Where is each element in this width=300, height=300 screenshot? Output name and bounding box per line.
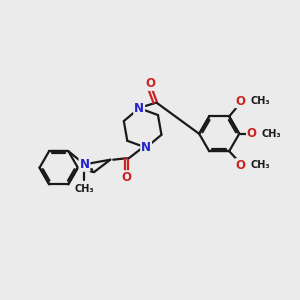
Text: O: O [122, 171, 131, 184]
Text: CH₃: CH₃ [251, 96, 270, 106]
Text: O: O [247, 127, 256, 140]
Text: CH₃: CH₃ [262, 129, 281, 139]
Text: N: N [141, 141, 151, 154]
Text: N: N [80, 158, 89, 171]
Text: N: N [134, 102, 144, 115]
Text: CH₃: CH₃ [75, 184, 94, 194]
Text: CH₃: CH₃ [251, 160, 270, 170]
Text: O: O [145, 77, 155, 90]
Text: O: O [236, 95, 245, 108]
Text: O: O [236, 159, 245, 172]
